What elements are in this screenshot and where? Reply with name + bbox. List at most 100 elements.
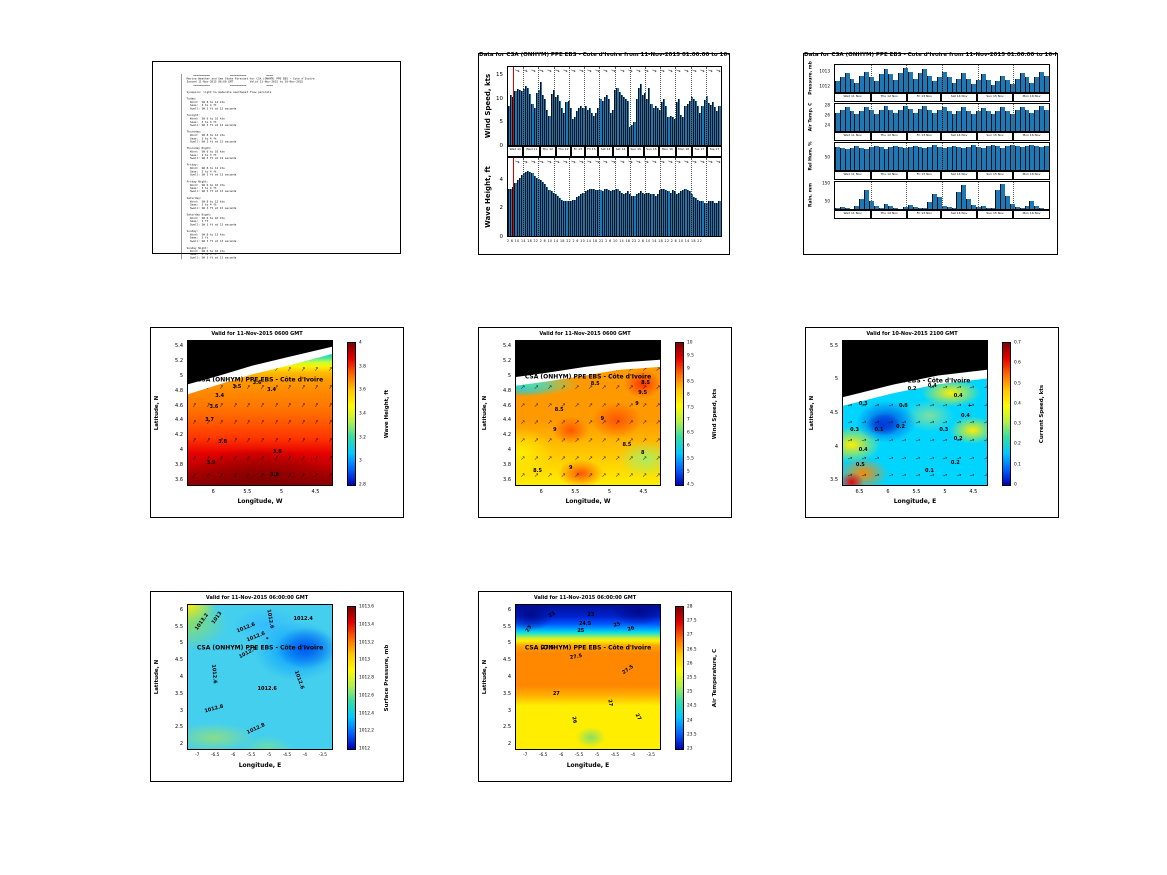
- bar: [946, 77, 952, 92]
- bar: [849, 78, 855, 92]
- bar: [966, 146, 972, 170]
- report-line: Swell: SW 3 ft at 13 seconds: [183, 173, 237, 177]
- pressure-bar-chart: [834, 64, 1050, 93]
- wind-speed-bar-chart: ↗ ↗ ↗ ↗ ↗ ↗ ↗ ↗ ↗ ↗ ↗ ↗ ↗ ↗ ↗ ↗ ↗ ↗ ↗ ↗ ↗ ↗ ↗ ↗ ↗ ↗: [507, 66, 722, 146]
- bar: [917, 73, 923, 92]
- arrow-icon: ↗: [561, 66, 570, 75]
- bar: [835, 113, 840, 131]
- latitude-ticks: 6 5.5 5 4.5 4 3.5 3 2.5 2: [159, 604, 185, 750]
- tick-label: -4.5: [610, 753, 620, 758]
- bar: [927, 110, 933, 131]
- bar: [1043, 145, 1049, 170]
- bar: [709, 104, 712, 145]
- bar: [663, 188, 666, 236]
- contour-label: 27: [634, 712, 643, 722]
- arrow-icon: ↗: [633, 157, 642, 166]
- wind-speed-map: ↗ ↗ ↗ ↗ ↗ ↗ ↗ ↗ ↗ ↗ ↗ ↗ ↗ ↗ ↗ ↗ ↗ ↗ ↗ ↗ ↗ ↗ ↗ ↗ ↗ ↗ ↗ ↗ ↗ ↗ ↗ ↗ ↗ ↗ ↗ ↗ ↗ ↗ ↗ ↗…: [515, 340, 661, 486]
- arrow-icon: ↗: [529, 66, 538, 75]
- bar: [516, 180, 519, 236]
- bar: [835, 208, 840, 209]
- day-label: Sun 15 Nov: [976, 93, 1014, 102]
- tick-label: -5: [266, 753, 272, 758]
- gridline: [1013, 182, 1015, 209]
- bar: [971, 145, 976, 170]
- tick-label: -4: [630, 753, 635, 758]
- latitude-ticks: 6 5.5 5 4.5 4 3.5 3 2.5 2: [487, 604, 513, 750]
- bar: [635, 99, 638, 145]
- colorbar-tick: 23.5: [687, 732, 697, 738]
- bar: [961, 185, 967, 209]
- report-line: Seas: 3 ft: [183, 236, 209, 240]
- bar: [932, 193, 938, 209]
- bar: [1043, 109, 1049, 131]
- bar: [671, 117, 674, 145]
- bar: [1005, 79, 1010, 92]
- contour-label: 3.4: [267, 386, 276, 393]
- bar: [529, 171, 532, 236]
- gridline: [584, 67, 586, 145]
- tick-label: 5: [499, 119, 504, 126]
- bar: [932, 81, 938, 92]
- day-label: Sun 15: [627, 146, 644, 157]
- tick-label: 2.5: [175, 724, 183, 731]
- bar: [878, 207, 884, 209]
- contour-label: 0.2: [896, 424, 906, 431]
- day-label: Sat 14: [598, 146, 614, 157]
- bar: [1000, 75, 1006, 92]
- bar: [922, 148, 928, 170]
- map-title: Valid for 10-Nov-2015 2100 GMT: [866, 331, 958, 337]
- timeseries-title: Data for CSA (ONHYM) PPE EBS - Cote d'Iv…: [479, 52, 729, 58]
- bar: [995, 110, 1001, 131]
- temperature-bar-chart: [834, 103, 1050, 132]
- contour-label: 0.4: [953, 392, 963, 399]
- bar: [669, 115, 672, 145]
- bar: [893, 145, 899, 170]
- longitude-axis-label: Longitude, W: [565, 498, 611, 505]
- bar: [688, 100, 691, 145]
- tick-label: 5.2: [503, 357, 511, 364]
- contour-labels: 8.5 8.5 9.5 9 8.5 9 9 8.5 8 9 8.5: [516, 341, 660, 485]
- bar: [607, 190, 610, 236]
- tick-label: 5.5: [243, 489, 252, 495]
- bar: [571, 119, 574, 145]
- report-line: Synopsis: light to moderate southwest fl…: [183, 90, 272, 94]
- bar: [985, 146, 991, 170]
- tick-label: 5: [607, 489, 611, 495]
- bar: [510, 188, 513, 236]
- bar: [878, 147, 884, 170]
- colorbar-tick: 0.7: [1014, 340, 1021, 346]
- report-line: ========== ========== ====: [183, 74, 274, 78]
- bar: [593, 188, 596, 236]
- bar: [883, 148, 889, 170]
- bar: [1005, 110, 1010, 131]
- colorbar-tick: 3.2: [359, 435, 366, 441]
- colorbar-tick: 0.1: [1014, 462, 1021, 468]
- wind-speed-map-panel: Valid for 11-Nov-2015 0600 GMT Latitude,…: [478, 327, 732, 518]
- tick-label: 4: [507, 447, 511, 454]
- bar: [849, 110, 855, 131]
- tick-label: 6: [507, 606, 511, 613]
- tick-label: 6: [211, 489, 215, 495]
- bar: [682, 117, 685, 145]
- bar: [610, 191, 613, 236]
- bar: [1029, 144, 1035, 170]
- tick-label: 5: [507, 640, 511, 647]
- bar: [529, 93, 532, 145]
- bar: [576, 197, 579, 236]
- day-label-strip: Wed 11 Nov Thu 12 Nov Fri 13 Nov Sat 14 Nov…: [834, 171, 1051, 180]
- bar: [686, 103, 689, 145]
- contour-label: 0.5: [855, 461, 865, 468]
- bar: [707, 102, 710, 145]
- bar: [673, 119, 676, 145]
- tick-label: 3.5: [503, 690, 511, 697]
- tick-label: 5.5: [503, 623, 511, 630]
- bar: [559, 198, 562, 236]
- bar: [903, 67, 908, 92]
- day-label: Mon 16 Nov: [1013, 171, 1051, 180]
- report-line: Thursday Night:: [183, 146, 212, 151]
- bar: [518, 177, 521, 236]
- bar: [844, 149, 850, 170]
- contour-label: 0.3: [850, 427, 859, 434]
- bar: [682, 190, 685, 236]
- tick-label: 2: [179, 741, 183, 748]
